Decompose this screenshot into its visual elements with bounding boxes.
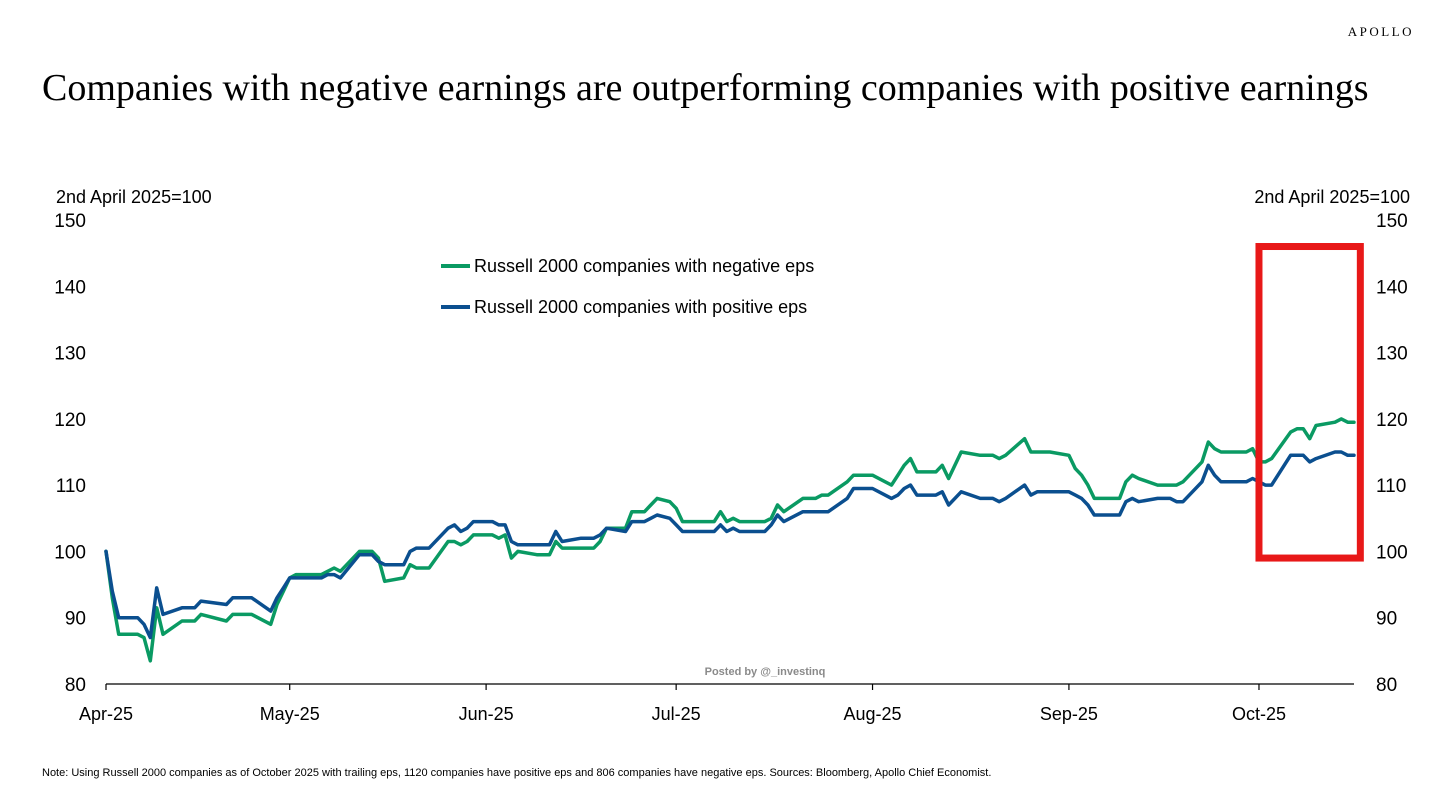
y-right-tick-label: 150 [1376, 211, 1408, 232]
chart-legend: Russell 2000 companies with negative eps… [441, 256, 814, 317]
y-left-tick-label: 140 [54, 277, 86, 298]
highlight-box [1255, 243, 1364, 562]
y-right-tick-label: 80 [1376, 675, 1397, 696]
y-left-tick-label: 120 [54, 410, 86, 431]
y-right-tick-label: 110 [1376, 476, 1406, 497]
x-tick-label: Sep-25 [1040, 704, 1098, 724]
x-tick-label: May-25 [260, 704, 320, 724]
x-tick-label: Aug-25 [844, 704, 902, 724]
chart-title: Companies with negative earnings are out… [42, 67, 1369, 109]
x-tick-label: Oct-25 [1232, 704, 1286, 724]
y-right-tick-label: 100 [1376, 542, 1408, 563]
y-left-axis-label: 2nd April 2025=100 [56, 187, 212, 207]
y-left-tick-label: 100 [54, 542, 86, 563]
x-tick-label: Apr-25 [79, 704, 133, 724]
legend-label-1: Russell 2000 companies with positive eps [474, 297, 807, 317]
legend-label-0: Russell 2000 companies with negative eps [474, 256, 814, 276]
y-right-tick-label: 120 [1376, 410, 1408, 431]
y-right-tick-label: 130 [1376, 344, 1408, 365]
series-line-positive-eps [104, 450, 1356, 640]
footnote: Note: Using Russell 2000 companies as of… [42, 767, 992, 779]
chart-axes: Apr-25 May-25 Jun-25 Jul-25 Aug-25 Sep-25 Oct-… [54, 187, 1410, 724]
x-tick-label: Jul-25 [652, 704, 701, 724]
y-right-axis-label: 2nd April 2025=100 [1254, 187, 1410, 207]
series-line-negative-eps [104, 417, 1356, 663]
y-left-tick-label: 80 [65, 675, 86, 696]
chart-series-lines [104, 417, 1356, 663]
x-tick-label: Jun-25 [459, 704, 514, 724]
y-left-tick-label: 110 [56, 476, 86, 497]
watermark-text: Posted by @_investinq [705, 666, 826, 678]
y-left-tick-label: 150 [54, 211, 86, 232]
y-left-tick-label: 90 [65, 609, 86, 630]
y-right-tick-label: 140 [1376, 277, 1408, 298]
y-left-tick-label: 130 [54, 344, 86, 365]
brand-logo-text: APOLLO [1347, 24, 1414, 39]
y-right-tick-label: 90 [1376, 609, 1397, 630]
